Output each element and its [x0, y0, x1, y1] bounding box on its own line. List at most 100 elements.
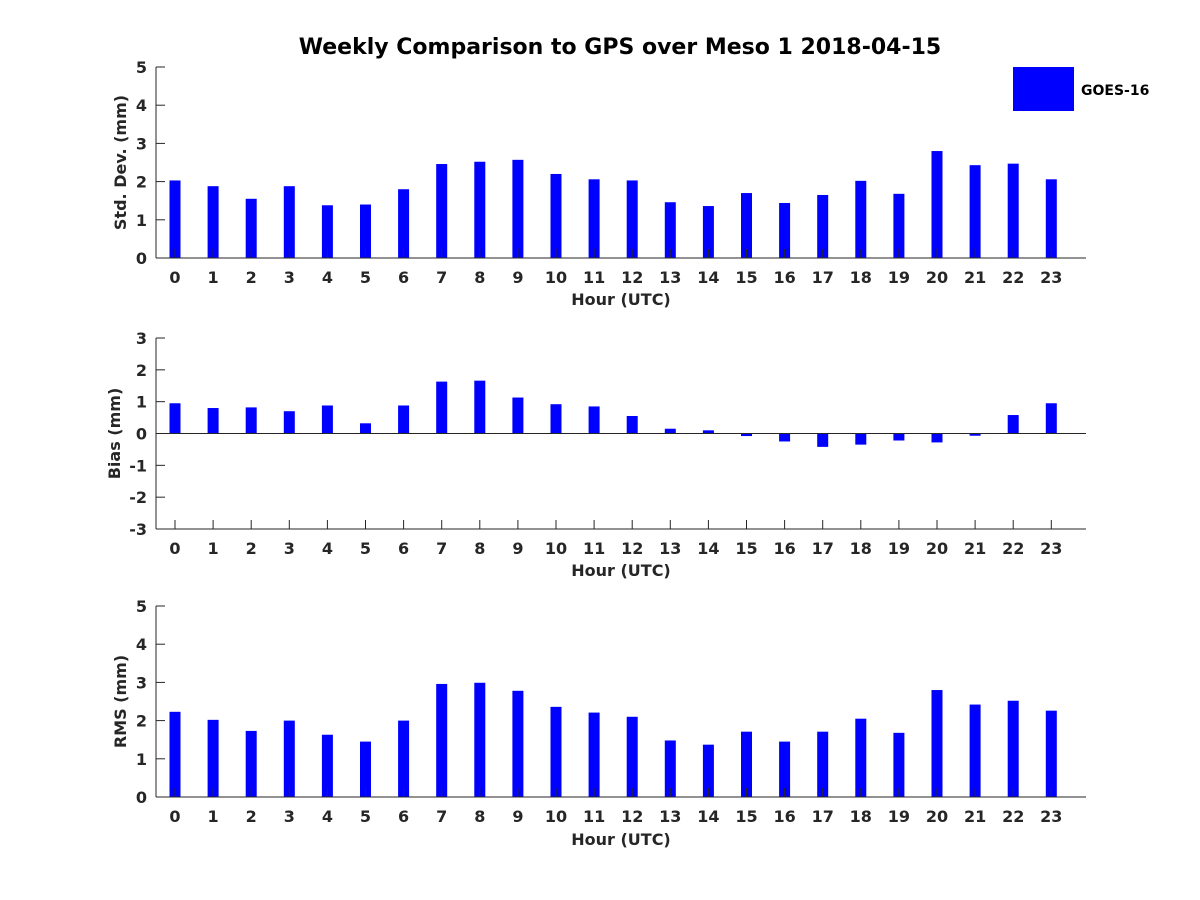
- panel-bias-bar-18: [855, 433, 867, 445]
- panel-rms-xtick-label: 12: [621, 807, 643, 826]
- panel-bias-ytick-label: -2: [129, 488, 147, 507]
- panel-bias-xtick-label: 14: [697, 539, 719, 558]
- panel-std-dev-bar-18: [855, 180, 867, 258]
- panel-bias-bar-21: [969, 433, 981, 436]
- panel-bias-xtick-label: 7: [436, 539, 447, 558]
- panel-std-dev-bar-14: [702, 206, 714, 258]
- panel-bias-xtick-label: 4: [322, 539, 333, 558]
- panel-rms-bar-4: [321, 734, 333, 797]
- panel-std-dev-xtick-label: 6: [398, 268, 409, 287]
- panel-rms-ytick-label: 1: [136, 750, 147, 769]
- panel-rms-xtick-label: 0: [169, 807, 180, 826]
- panel-rms-xtick-label: 17: [812, 807, 834, 826]
- panel-rms-bar-3: [283, 720, 295, 797]
- panel-bias-bar-6: [398, 405, 410, 434]
- panel-rms-bar-1: [207, 719, 219, 797]
- panel-bias-xtick-label: 22: [1002, 539, 1024, 558]
- panel-rms-xtick-label: 16: [773, 807, 795, 826]
- legend-label: GOES-16: [1081, 83, 1149, 99]
- panel-bias-ytick-label: -3: [129, 520, 147, 539]
- panel-rms-bar-15: [741, 731, 752, 797]
- panel-rms-xtick-label: 19: [888, 807, 910, 826]
- panel-bias-bar-7: [436, 381, 448, 434]
- legend-swatch: [1013, 67, 1074, 111]
- panel-rms-bar-23: [1045, 710, 1057, 797]
- panel-rms-bar-11: [588, 712, 600, 797]
- panel-std-dev-bar-0: [169, 180, 181, 258]
- panel-bias-xtick-label: 16: [773, 539, 795, 558]
- panel-bias-xtick-label: 5: [360, 539, 371, 558]
- panel-std-dev-bar-2: [245, 198, 257, 258]
- panel-std-dev-bar-23: [1045, 179, 1057, 258]
- panel-rms-bar-16: [779, 741, 791, 797]
- panel-std-dev-xlabel: Hour (UTC): [571, 290, 671, 309]
- panel-rms-xtick-label: 3: [284, 807, 295, 826]
- panel-rms-xtick-label: 2: [246, 807, 257, 826]
- panel-bias-bar-22: [1007, 415, 1019, 434]
- panel-rms-ytick-label: 2: [136, 712, 147, 731]
- panel-std-dev-xtick-label: 2: [246, 268, 257, 287]
- panel-rms-bar-6: [398, 720, 410, 797]
- panel-bias-xtick-label: 3: [284, 539, 295, 558]
- panel-bias-bar-9: [512, 397, 524, 434]
- panel-std-dev-xtick-label: 12: [621, 268, 643, 287]
- panel-std-dev-xtick-label: 4: [322, 268, 333, 287]
- panel-std-dev-ytick-label: 4: [136, 96, 147, 115]
- panel-bias-bar-15: [741, 433, 752, 437]
- panel-rms-xtick-label: 13: [659, 807, 681, 826]
- panel-bias-xtick-label: 18: [850, 539, 872, 558]
- panel-rms-bar-20: [931, 690, 943, 797]
- panel-std-dev-bar-6: [398, 189, 410, 258]
- panel-rms-xtick-label: 8: [474, 807, 485, 826]
- panel-bias-xtick-label: 11: [583, 539, 605, 558]
- panel-bias-bar-8: [474, 380, 486, 434]
- panel-rms-xtick-label: 7: [436, 807, 447, 826]
- panel-rms-bar-14: [702, 744, 714, 797]
- panel-rms-bar-0: [169, 711, 181, 797]
- panel-bias-ytick-label: 2: [136, 361, 147, 380]
- panel-rms-xtick-label: 5: [360, 807, 371, 826]
- panel-rms-xtick-label: 23: [1040, 807, 1062, 826]
- panel-bias-ytick-label: 3: [136, 329, 147, 348]
- panel-bias-ytick-label: 0: [136, 425, 147, 444]
- panel-bias-bar-12: [626, 415, 638, 434]
- panel-std-dev-xtick-label: 21: [964, 268, 986, 287]
- panel-std-dev-xtick-label: 15: [735, 268, 757, 287]
- panel-bias-xtick-label: 13: [659, 539, 681, 558]
- panel-std-dev-bar-5: [360, 204, 371, 258]
- panel-std-dev-bar-13: [664, 202, 676, 258]
- legend: GOES-16: [1013, 67, 1149, 111]
- panel-std-dev-xtick-label: 9: [512, 268, 523, 287]
- panel-std-dev-xtick-label: 13: [659, 268, 681, 287]
- panel-bias-bar-14: [702, 430, 714, 434]
- panel-rms-xtick-label: 4: [322, 807, 333, 826]
- panel-rms-bar-12: [626, 716, 638, 797]
- panel-bias-xtick-label: 12: [621, 539, 643, 558]
- panel-std-dev-ylabel: Std. Dev. (mm): [111, 95, 130, 230]
- panel-std-dev-xtick-label: 14: [697, 268, 719, 287]
- panel-bias-bar-1: [207, 408, 219, 434]
- panel-std-dev-ytick-label: 1: [136, 211, 147, 230]
- panel-std-dev-bar-16: [779, 202, 791, 258]
- panel-bias-bar-19: [893, 433, 905, 441]
- panel-rms-xtick-label: 21: [964, 807, 986, 826]
- panel-std-dev-bar-9: [512, 159, 524, 258]
- panel-bias-bar-17: [817, 433, 829, 447]
- panel-bias-xtick-label: 0: [169, 539, 180, 558]
- panel-rms-bar-2: [245, 730, 257, 797]
- panel-std-dev-xtick-label: 3: [284, 268, 295, 287]
- panel-rms-xlabel: Hour (UTC): [571, 830, 671, 849]
- panel-rms-bar-7: [436, 683, 448, 797]
- panel-bias-bar-5: [360, 423, 371, 434]
- panel-rms-xtick-label: 11: [583, 807, 605, 826]
- panel-bias-xlabel: Hour (UTC): [571, 561, 671, 580]
- panel-std-dev-xtick-label: 5: [360, 268, 371, 287]
- panel-bias-bar-20: [931, 433, 943, 443]
- panel-std-dev-ytick-label: 3: [136, 134, 147, 153]
- panel-bias-xtick-label: 23: [1040, 539, 1062, 558]
- panel-bias-xtick-label: 9: [512, 539, 523, 558]
- panel-rms-xtick-label: 10: [545, 807, 567, 826]
